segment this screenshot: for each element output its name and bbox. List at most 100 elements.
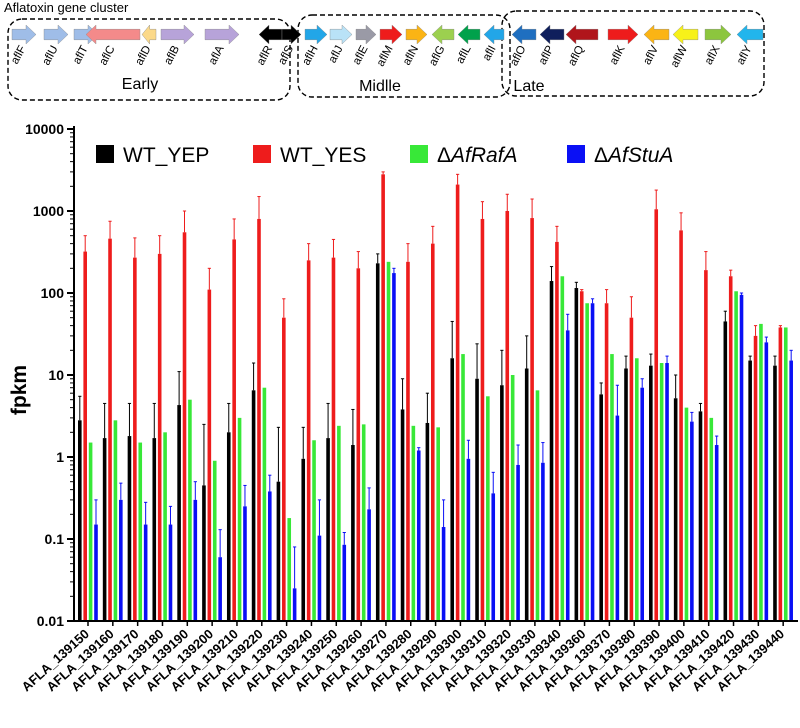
bar xyxy=(450,358,455,621)
gene-arrow-aflA: aflA xyxy=(204,24,240,67)
y-tick-label: 1 xyxy=(56,449,64,465)
bar xyxy=(282,317,286,621)
gene-label: aflX xyxy=(703,43,723,66)
bar xyxy=(649,365,653,621)
bar xyxy=(119,499,123,621)
bar xyxy=(535,390,540,621)
gene-label: aflQ xyxy=(566,44,587,68)
gene-label: aflR xyxy=(255,44,275,68)
bar xyxy=(416,450,421,621)
gene-arrow-aflM: aflM xyxy=(375,24,403,69)
bar xyxy=(491,493,496,621)
bar-chart: fpkm 0.01 0.1 1 10 100 1000 10000 AFLA_139150A… xyxy=(8,121,798,694)
bar xyxy=(193,499,198,621)
bar xyxy=(177,405,181,621)
bar xyxy=(108,238,112,621)
bar-series xyxy=(78,171,793,622)
gene-arrow-shape xyxy=(565,24,599,45)
y-axis-label: fpkm xyxy=(8,365,31,415)
bar xyxy=(267,491,272,621)
bar xyxy=(654,209,659,621)
legend-item-AfStuA: ΔAfStuA xyxy=(567,144,673,167)
bar xyxy=(441,527,446,621)
group-label-early: Early xyxy=(122,76,158,93)
bar xyxy=(500,385,504,621)
gene-arrow-shape xyxy=(431,24,455,45)
gene-arrow-aflY: aflY xyxy=(735,24,764,67)
bar xyxy=(684,407,689,621)
bar xyxy=(475,378,479,621)
gene-label: aflA xyxy=(207,43,227,66)
bar xyxy=(673,398,678,621)
gene-arrow-aflE: aflE xyxy=(351,24,377,67)
bar xyxy=(510,375,515,621)
x-axis: AFLA_139150AFLA_139160AFLA_139170AFLA_13… xyxy=(19,620,798,694)
gene-arrow-aflN: aflN xyxy=(401,24,428,68)
bar xyxy=(356,268,361,621)
legend-label: ΔAfRafA xyxy=(437,144,518,167)
bar xyxy=(226,432,231,621)
legend-label: WT_YES xyxy=(280,144,366,167)
bar xyxy=(585,303,589,621)
legend-swatch xyxy=(253,145,271,163)
gene-label: aflI xyxy=(481,44,499,63)
bar xyxy=(524,368,529,621)
gene-arrow-shape xyxy=(43,24,69,45)
bar xyxy=(748,360,752,621)
bar xyxy=(516,464,520,621)
bar xyxy=(232,239,236,621)
gene-arrow-shape xyxy=(405,24,428,45)
legend-item-AfRafA: ΔAfRafA xyxy=(410,144,518,167)
series-WT_YES xyxy=(83,171,783,622)
gene-label: aflM xyxy=(375,44,396,69)
bar xyxy=(301,458,306,621)
bar xyxy=(257,218,261,621)
bar xyxy=(461,354,465,621)
bar xyxy=(342,544,347,621)
bar xyxy=(714,445,719,621)
gene-arrow-shape xyxy=(85,24,141,45)
y-tick-label: 1000 xyxy=(33,203,64,219)
bar xyxy=(753,335,758,621)
bar xyxy=(188,399,192,621)
bar xyxy=(367,509,371,621)
gene-arrow-shape xyxy=(736,24,764,45)
bar xyxy=(237,417,242,621)
legend-item-WT_YES: WT_YES xyxy=(253,144,366,167)
bar xyxy=(287,518,292,621)
bar xyxy=(317,535,322,621)
bar xyxy=(182,232,187,621)
bar xyxy=(549,281,554,621)
bar xyxy=(624,368,628,621)
legend-swatch xyxy=(567,145,585,163)
legend-item-WT_YEP: WT_YEP xyxy=(96,144,209,167)
bar xyxy=(251,390,256,621)
cluster-box-middle xyxy=(297,14,511,98)
bar xyxy=(565,330,570,621)
bar xyxy=(386,261,391,621)
bar xyxy=(590,303,595,621)
gene-cluster-panel: Aflatoxin gene cluster Early Midlle Late… xyxy=(4,0,765,101)
bar xyxy=(783,327,788,621)
bar xyxy=(143,524,148,621)
gene-arrow-shape xyxy=(160,24,195,45)
bar xyxy=(157,253,162,622)
bar xyxy=(133,257,137,621)
gene-arrow-aflW: aflW xyxy=(669,24,699,70)
bar xyxy=(83,251,87,621)
cluster-title: Aflatoxin gene cluster xyxy=(4,0,129,15)
bar xyxy=(778,327,783,621)
bar xyxy=(486,396,490,621)
series-WT_YEP xyxy=(78,253,777,621)
bar xyxy=(739,294,744,621)
bar xyxy=(337,425,341,621)
gene-arrow-shape xyxy=(355,24,377,45)
bar xyxy=(306,260,311,621)
gene-arrow-shape xyxy=(258,24,283,45)
bar xyxy=(659,363,664,621)
bar xyxy=(207,289,212,621)
gene-label: aflN xyxy=(401,44,421,68)
gene-arrow-aflP: aflP xyxy=(537,24,565,67)
bar xyxy=(773,365,777,621)
